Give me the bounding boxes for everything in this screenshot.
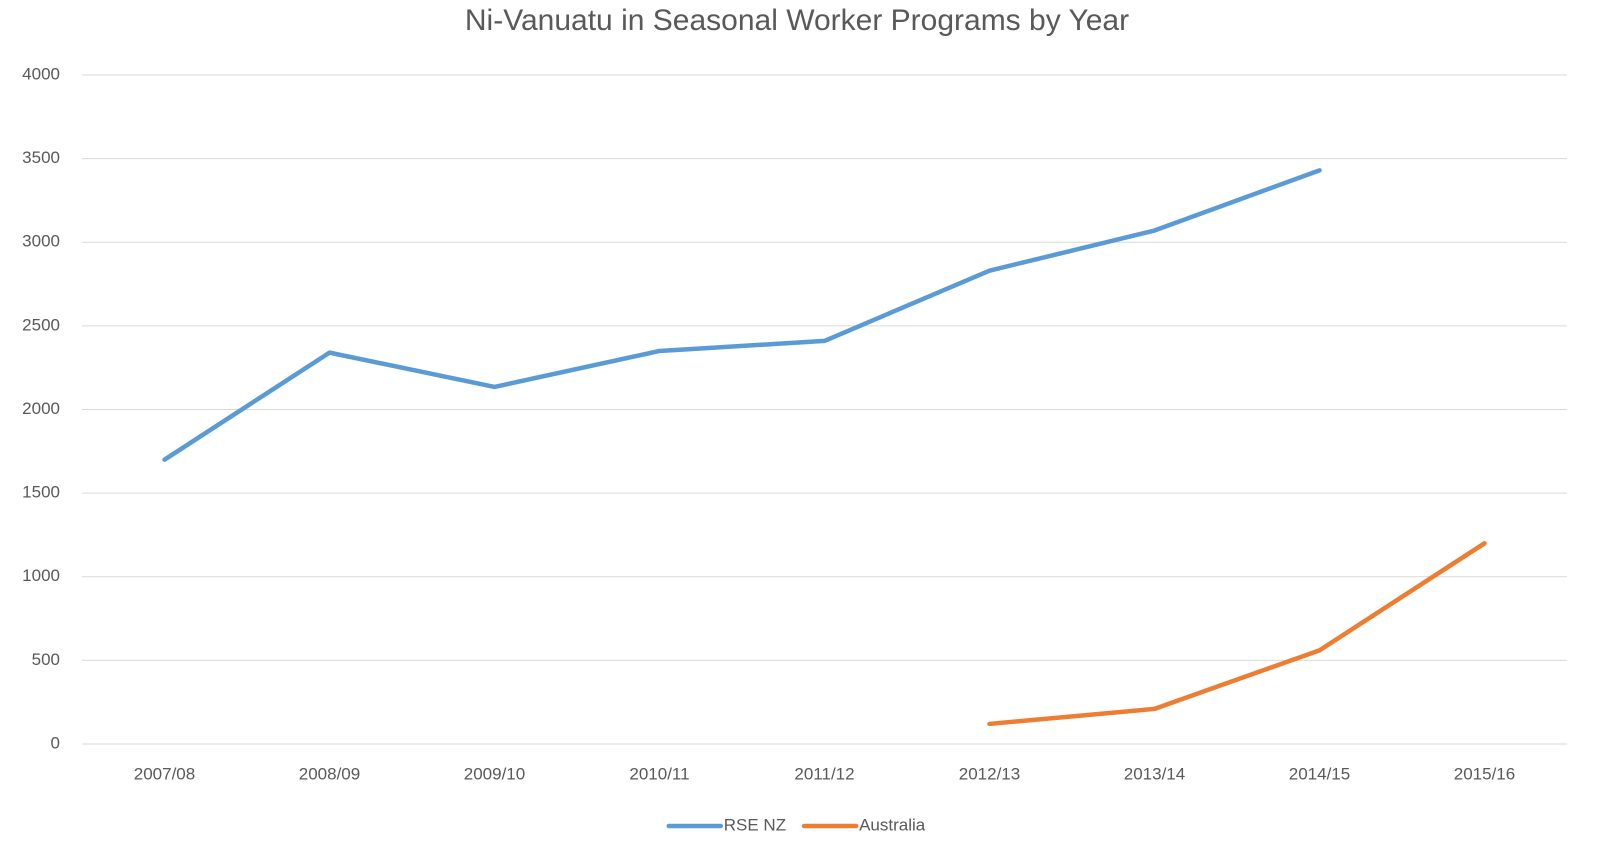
legend-label: Australia [859,815,926,834]
y-tick-label: 2000 [22,399,60,418]
y-tick-label: 2500 [22,315,60,334]
x-tick-label: 2008/09 [299,764,360,783]
x-tick-label: 2012/13 [959,764,1020,783]
x-tick-label: 2013/14 [1124,764,1185,783]
chart-title: Ni-Vanuatu in Seasonal Worker Programs b… [465,4,1129,37]
y-tick-label: 0 [51,733,60,752]
x-tick-label: 2014/15 [1289,764,1350,783]
series-line [987,541,1487,727]
y-tick-label: 4000 [22,64,60,83]
y-tick-label: 1000 [22,566,60,585]
x-tick-label: 2009/10 [464,764,525,783]
y-tick-label: 1500 [22,483,60,502]
series-line [162,168,1322,462]
y-tick-label: 3500 [22,148,60,167]
x-tick-label: 2011/12 [794,764,854,783]
y-tick-label: 500 [32,650,60,669]
x-tick-label: 2010/11 [629,764,689,783]
x-tick-label: 2015/16 [1454,764,1515,783]
legend-label: RSE NZ [724,815,786,834]
x-tick-label: 2007/08 [134,764,195,783]
y-tick-label: 3000 [22,232,60,251]
